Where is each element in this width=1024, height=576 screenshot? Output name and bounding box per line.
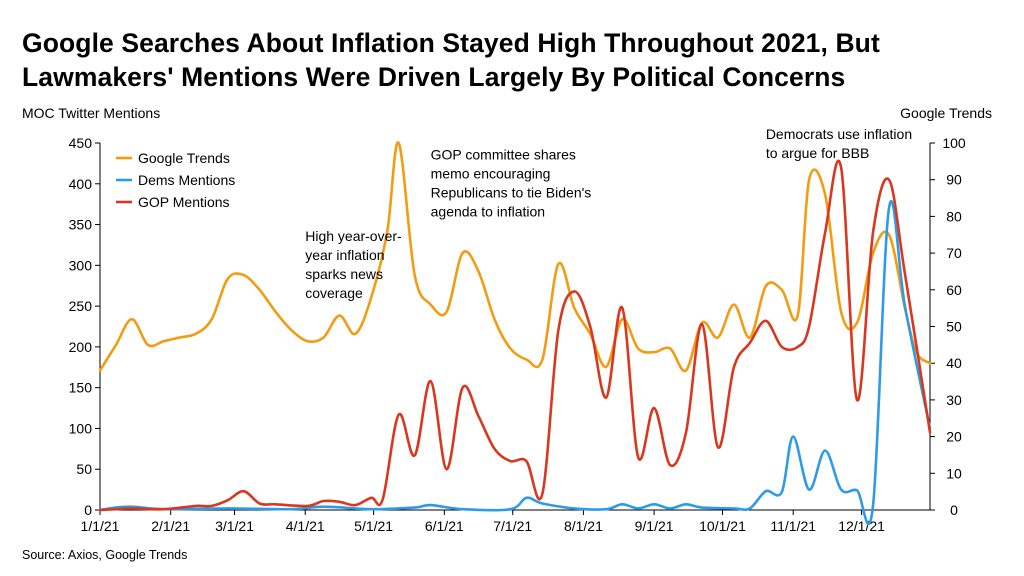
legend-label-gop-mentions: GOP Mentions [138,194,230,210]
y-left-tick-label: 400 [69,176,93,192]
x-tick-label: 5/1/21 [354,518,393,534]
x-tick-label: 8/1/21 [564,518,603,534]
x-tick-label: 6/1/21 [425,518,464,534]
x-tick-label: 3/1/21 [215,518,254,534]
y-left-tick-label: 250 [69,298,93,314]
y-right-tick-label: 30 [946,392,962,408]
legend: Google Trends Dems Mentions GOP Mentions [116,150,235,210]
x-tick-label: 9/1/21 [635,518,674,534]
chart-title-line-1: Google Searches About Inflation Stayed H… [22,28,880,58]
axes: 0 50 100 150 200 250 300 350 400 450 0 10 20 30 40 50 60… [69,135,966,534]
y-left-tick-label: 450 [69,135,93,151]
y-right-tick-label: 60 [946,282,962,298]
y-left-tick-label: 150 [69,380,93,396]
y-right-tick-label: 40 [946,355,962,371]
y-right-tick-label: 80 [946,208,962,224]
series-layer [98,141,932,526]
annotation-1-line: coverage [305,285,363,301]
y-right-tick-label: 0 [950,502,958,518]
annotation-1-line: year inflation [305,247,384,263]
annotation-2-line: Republicans to tie Biden's [431,184,592,200]
annotation-1-line: sparks news [305,266,383,282]
y-left-tick-label: 50 [76,461,92,477]
source-note: Source: Axios, Google Trends [22,548,188,562]
y-right-axis-label: Google Trends [900,105,992,121]
annotation-2-line: GOP committee shares [431,146,576,162]
annotation-3-line: Democrats use inflation [766,126,912,142]
legend-label-dems-mentions: Dems Mentions [138,172,235,188]
series-line-google-trends [98,141,932,373]
annotation-3-line: to argue for BBB [766,145,870,161]
y-left-tick-label: 300 [69,257,93,273]
y-left-tick-label: 100 [69,420,93,436]
x-tick-label: 1/1/21 [81,518,120,534]
x-tick-label: 11/1/21 [770,518,816,534]
series-line-dems-mentions [98,199,932,526]
y-right-tick-label: 100 [942,135,966,151]
y-right-tick-label: 10 [946,465,962,481]
x-tick-label: 7/1/21 [493,518,532,534]
chart-title: Google Searches About Inflation Stayed H… [22,26,1012,94]
y-left-tick-label: 0 [84,502,92,518]
x-tick-label: 4/1/21 [286,518,325,534]
y-right-tick-label: 90 [946,172,962,188]
y-left-tick-label: 200 [69,339,93,355]
annotations: High year-over-year inflation sparks news… [305,126,912,301]
y-left-axis-label: MOC Twitter Mentions [22,105,160,121]
y-left-tick-label: 350 [69,217,93,233]
annotation-1-line: High year-over- [305,228,402,244]
x-tick-label: 10/1/21 [699,518,746,534]
chart-title-line-2: Lawmakers' Mentions Were Driven Largely … [22,62,846,92]
legend-label-google-trends: Google Trends [138,150,230,166]
series-line-gop-mentions [98,159,932,512]
y-right-tick-label: 70 [946,245,962,261]
annotation-2-line: agenda to inflation [431,203,545,219]
y-right-tick-label: 20 [946,429,962,445]
y-right-tick-label: 50 [946,319,962,335]
x-tick-label: 2/1/21 [151,518,190,534]
annotation-2-line: memo encouraging [431,165,551,181]
x-tick-label: 12/1/21 [838,518,885,534]
